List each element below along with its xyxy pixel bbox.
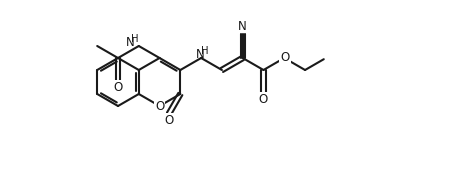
Text: H: H [201, 46, 208, 56]
Text: O: O [155, 99, 164, 113]
Text: O: O [280, 50, 289, 64]
Text: N: N [238, 19, 247, 33]
Text: O: O [258, 93, 268, 106]
Text: N: N [195, 47, 204, 61]
Text: O: O [113, 81, 122, 94]
Text: N: N [125, 36, 134, 48]
Text: H: H [131, 34, 138, 44]
Text: O: O [164, 114, 173, 127]
